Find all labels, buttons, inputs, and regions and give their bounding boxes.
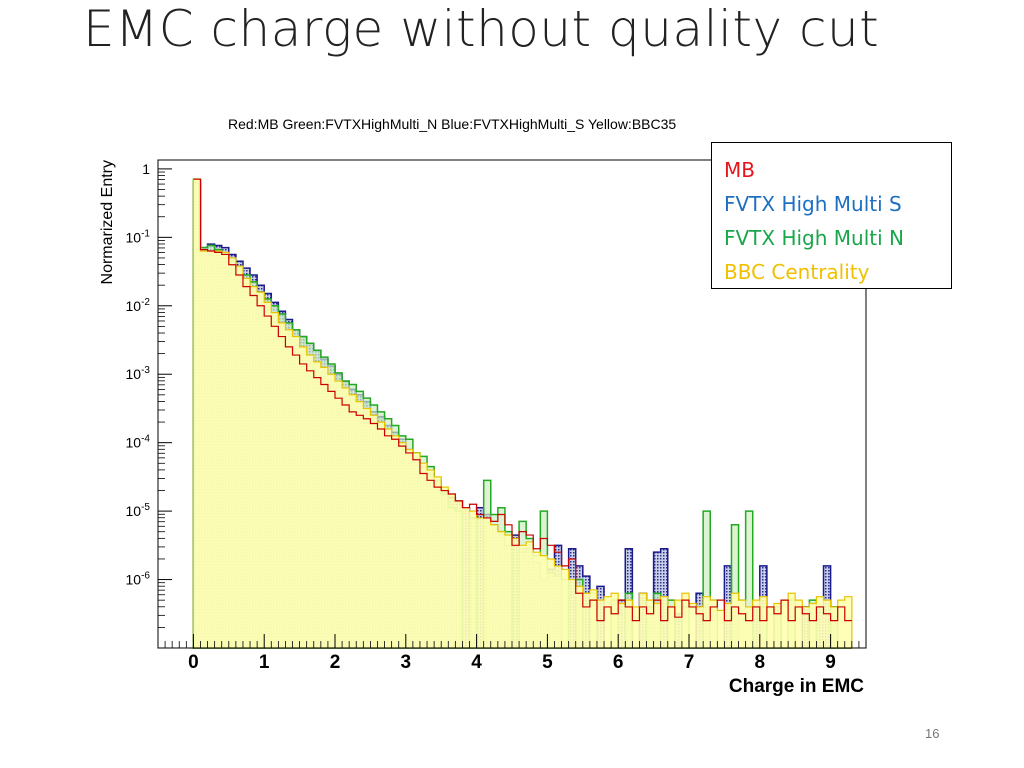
legend-item-mb: MB: [724, 158, 755, 182]
plot-title: Red:MB Green:FVTXHighMulti_N Blue:FVTXHi…: [228, 116, 677, 132]
y-tick-label: 10-4: [126, 434, 151, 451]
y-tick-label: 10-5: [126, 502, 151, 519]
y-axis-label: Normarized Entry: [99, 160, 116, 284]
x-tick-label: 4: [471, 652, 482, 673]
x-tick-label: 5: [542, 652, 553, 673]
y-tick-label: 1: [142, 161, 150, 177]
x-tick-label: 8: [755, 652, 766, 673]
x-tick-label: 7: [684, 652, 695, 673]
x-tick-label: 9: [825, 652, 836, 673]
series-bbc-centrality: [192, 178, 853, 649]
y-tick-label: 10-1: [126, 228, 151, 245]
slide-title: EMC charge without quality cut: [83, 0, 880, 58]
x-tick-label: 0: [188, 652, 199, 673]
legend-item-bbc: BBC Centrality: [724, 260, 870, 284]
y-tick-label: 10-6: [126, 571, 151, 588]
y-tick-label: 10-3: [126, 365, 151, 382]
x-tick-label: 1: [259, 652, 270, 673]
legend-item-fvtx-n: FVTX High Multi N: [724, 226, 904, 250]
series-mb: [193, 178, 852, 622]
x-tick-label: 2: [330, 652, 341, 673]
legend-item-fvtx-s: FVTX High Multi S: [724, 192, 902, 216]
x-axis-label: Charge in EMC: [729, 676, 864, 697]
x-tick-label: 6: [613, 652, 624, 673]
y-tick-label: 10-2: [126, 297, 151, 314]
page-number: 16: [925, 726, 940, 741]
x-tick-label: 3: [401, 652, 412, 673]
legend-box: MB FVTX High Multi S FVTX High Multi N B…: [711, 142, 952, 289]
